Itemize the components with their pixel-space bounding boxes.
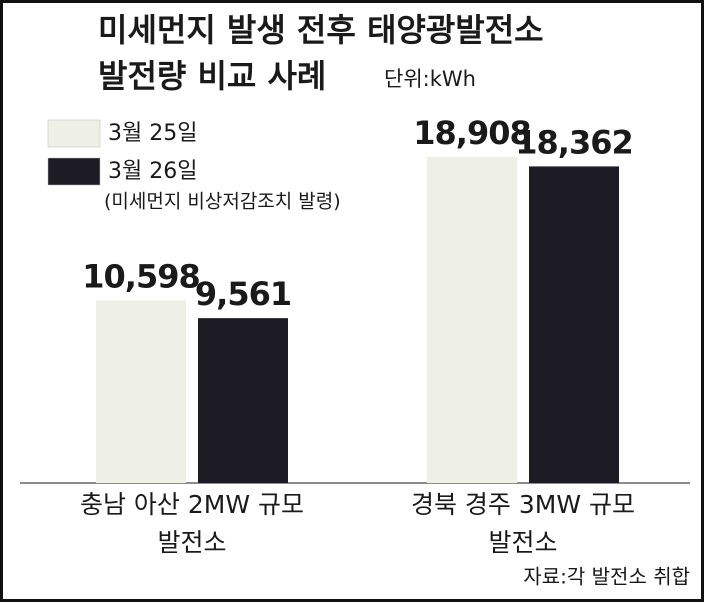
legend-label: 3월 25일: [108, 121, 197, 146]
bar: [198, 318, 288, 483]
chart-title: 발전량 비교 사례: [98, 57, 326, 95]
x-tick-label: 충남 아산 2MW 규모: [80, 490, 304, 519]
x-tick-label: 경북 경주 3MW 규모: [411, 490, 635, 519]
unit-label: 단위:kWh: [384, 67, 476, 91]
legend-swatch: [47, 157, 101, 186]
x-tick-label: 발전소: [157, 528, 226, 557]
legend-swatch: [47, 119, 101, 148]
bar: [96, 300, 186, 483]
bar: [427, 157, 517, 483]
value-label: 10,598: [82, 257, 199, 295]
value-label: 9,561: [195, 275, 291, 313]
source: 자료:각 발전소 취합: [523, 565, 690, 589]
bar: [529, 166, 619, 483]
legend-label: 3월 26일: [108, 159, 197, 184]
value-label: 18,362: [515, 123, 632, 161]
value-label: 18,908: [413, 114, 530, 152]
x-tick-label: 발전소: [488, 528, 557, 557]
legend-note: (미세먼지 비상저감조치 발령): [104, 191, 341, 213]
chart-title: 미세먼지 발생 전후 태양광발전소: [98, 11, 544, 49]
